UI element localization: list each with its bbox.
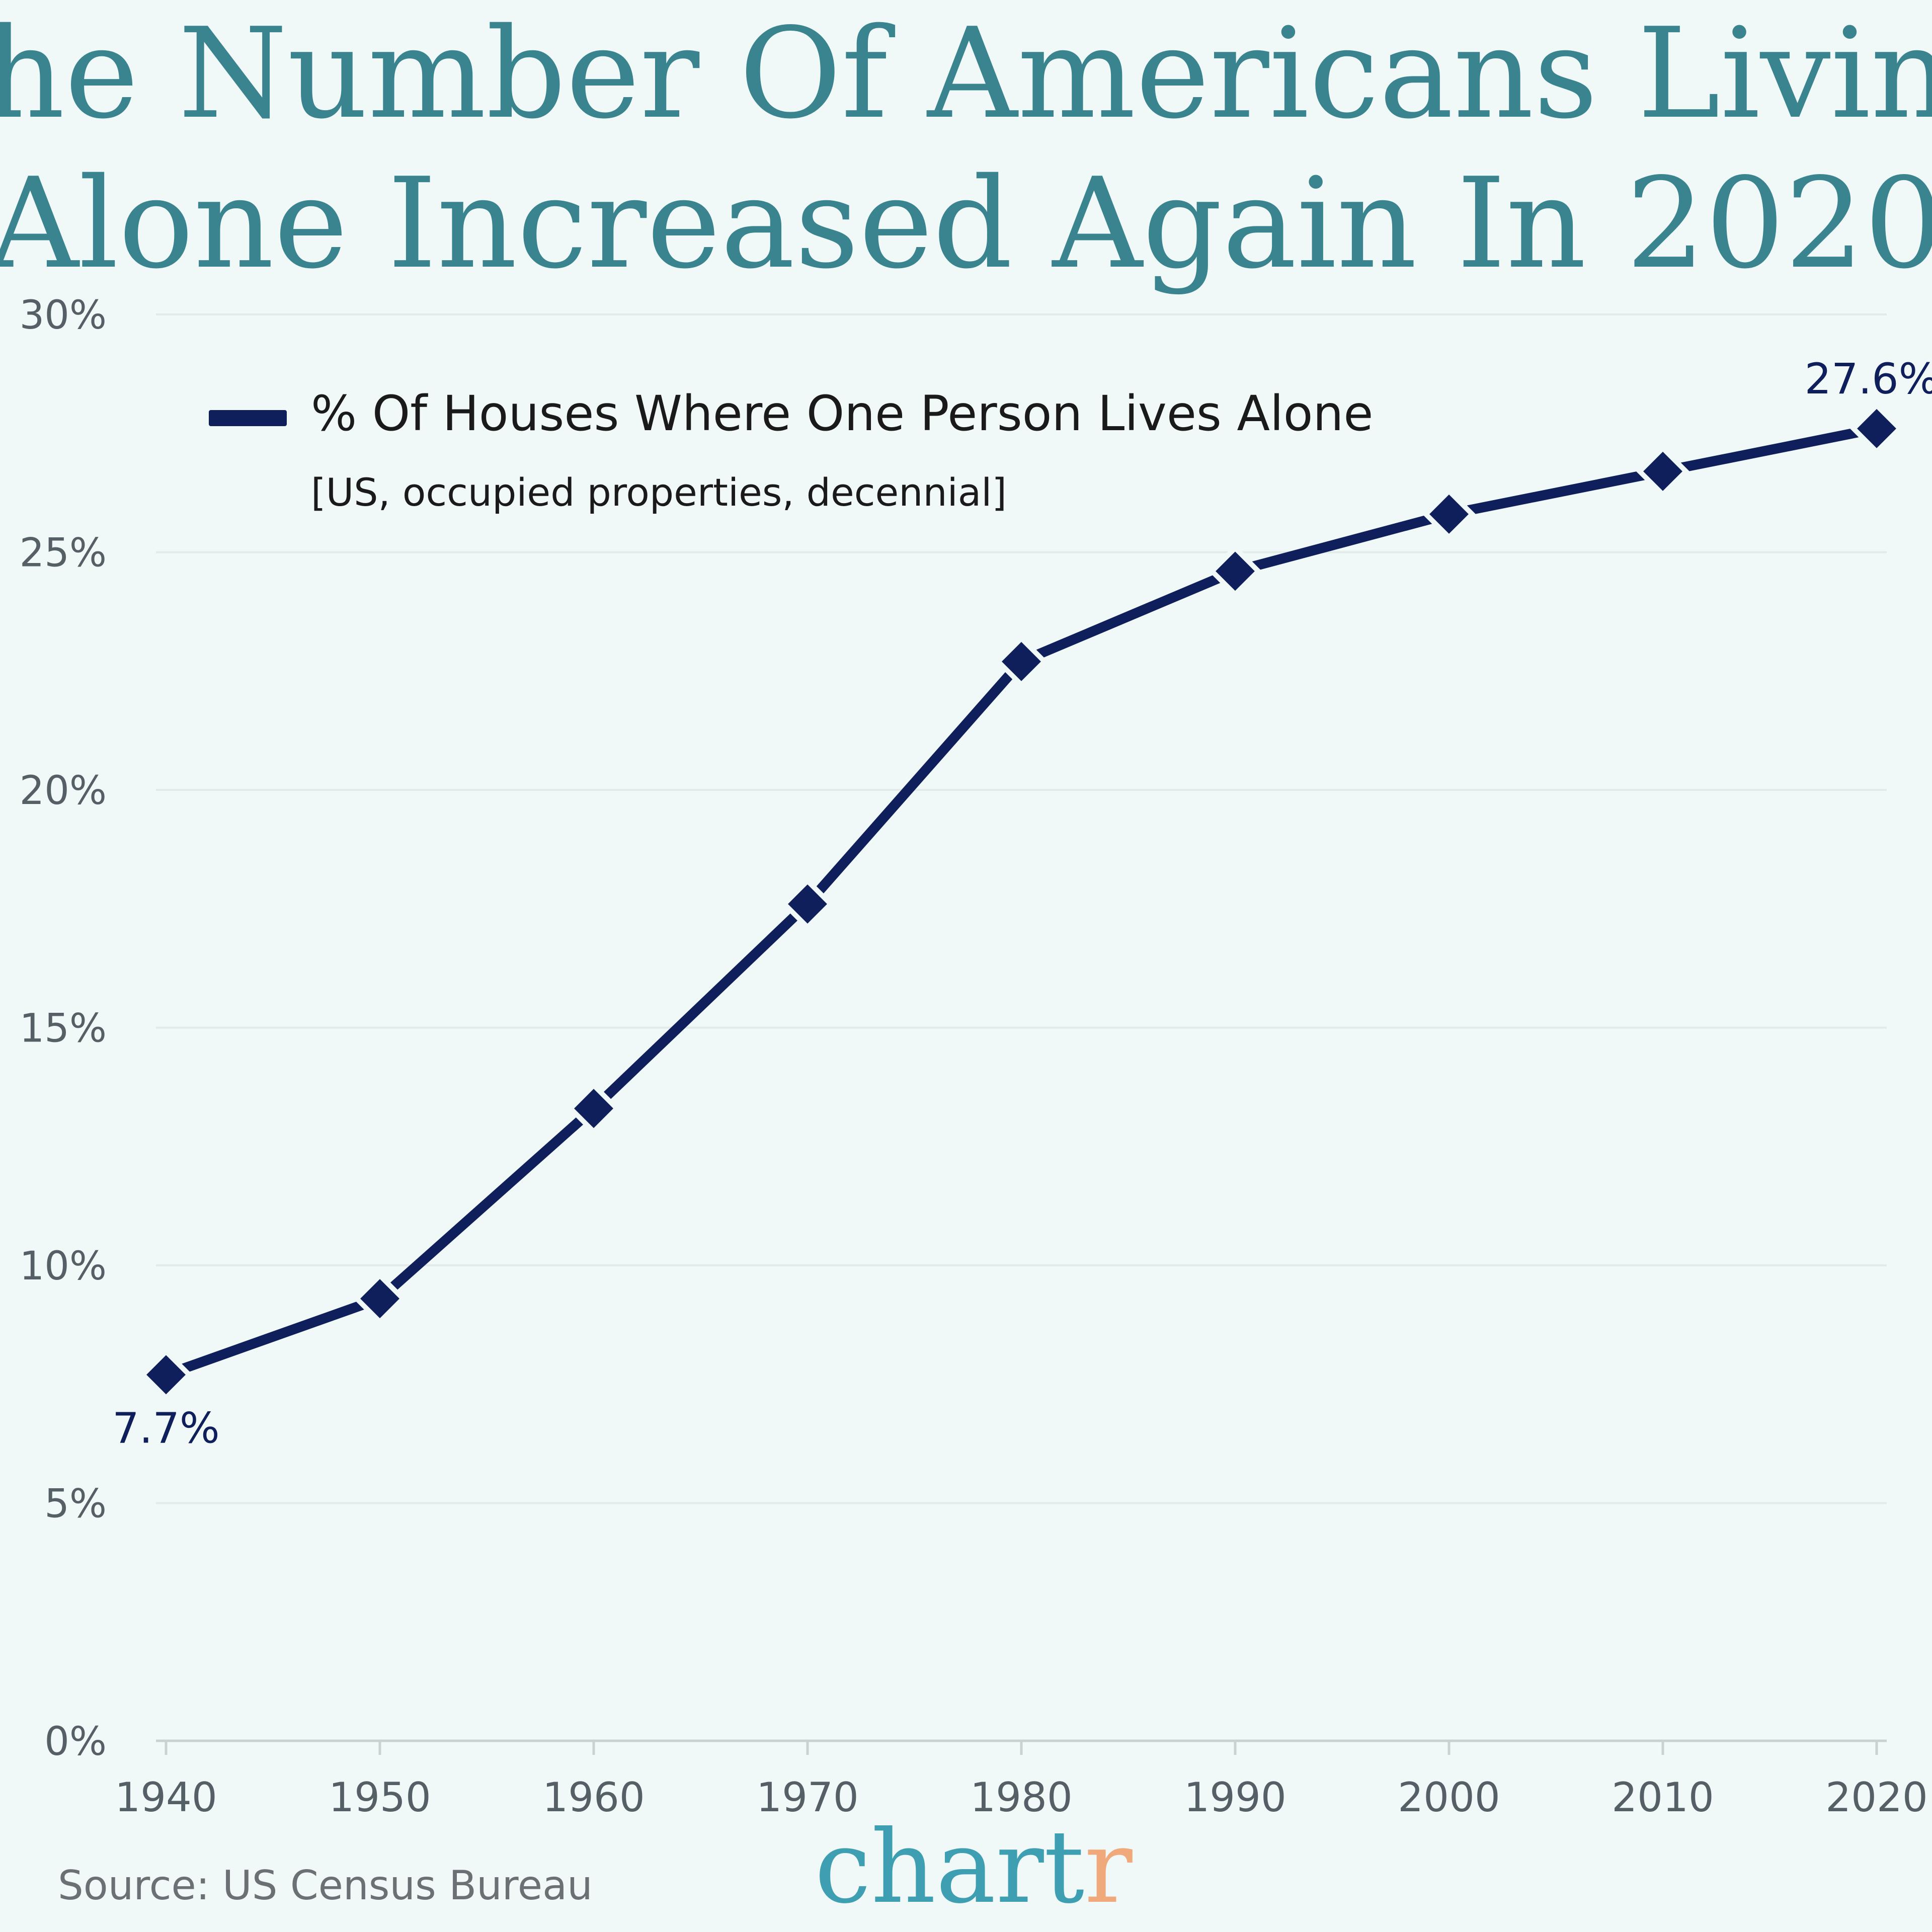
legend-swatch xyxy=(209,410,287,426)
legend-label: % Of Houses Where One Person Lives Alone xyxy=(311,385,1373,442)
y-tick-label: 10% xyxy=(20,1244,107,1289)
data-annotations: 7.7% 27.6% xyxy=(112,354,1932,1453)
data-point-marker xyxy=(353,1272,407,1326)
gridlines xyxy=(156,313,1887,1504)
series-line xyxy=(161,423,1882,1380)
data-point-marker xyxy=(567,1082,621,1136)
data-point-marker xyxy=(1849,401,1904,455)
y-tick-label: 5% xyxy=(44,1482,107,1527)
series-markers xyxy=(139,401,1904,1402)
legend-subtitle: [US, occupied properties, decennial] xyxy=(311,470,1007,515)
x-tick-label: 2000 xyxy=(1398,1774,1500,1821)
data-label: 27.6% xyxy=(1805,354,1932,404)
y-tick-label: 15% xyxy=(20,1006,107,1052)
x-tick-label: 1990 xyxy=(1184,1774,1286,1821)
x-axis: 1940 1950 1960 1970 1980 1990 2000 2010 2020 xyxy=(115,1739,1928,1821)
x-tick-label: 2020 xyxy=(1825,1774,1928,1821)
y-tick-label: 0% xyxy=(44,1719,107,1764)
brand-logo: chartr xyxy=(815,1809,1133,1926)
y-axis-ticks: 0% 5% 10% 15% 20% 25% 30% xyxy=(20,293,107,1764)
x-tick-label: 2010 xyxy=(1612,1774,1714,1821)
x-tick-label: 1960 xyxy=(542,1774,645,1821)
x-tick-label: 1980 xyxy=(970,1774,1073,1821)
data-label: 7.7% xyxy=(112,1403,219,1453)
data-point-marker xyxy=(780,877,835,931)
chart-title-line-1: The Number Of Americans Living xyxy=(0,2,1932,146)
data-point-marker xyxy=(1636,444,1690,498)
data-point-marker xyxy=(994,634,1049,688)
x-tick-label: 1940 xyxy=(115,1774,217,1821)
brand-logo-main: chart xyxy=(815,1809,1084,1926)
x-tick-label: 1970 xyxy=(756,1774,859,1821)
x-tick-label: 1950 xyxy=(329,1774,431,1821)
data-point-marker xyxy=(1208,544,1262,598)
brand-logo-accent: r xyxy=(1084,1809,1133,1926)
y-tick-label: 30% xyxy=(20,293,107,338)
data-point-marker xyxy=(139,1348,193,1402)
source-note: Source: US Census Bureau xyxy=(58,1862,593,1909)
chart-title-line-2: Alone Increased Again In 2020 xyxy=(0,151,1932,296)
y-tick-label: 25% xyxy=(20,531,107,576)
y-tick-label: 20% xyxy=(20,768,107,814)
data-point-marker xyxy=(1422,487,1476,541)
